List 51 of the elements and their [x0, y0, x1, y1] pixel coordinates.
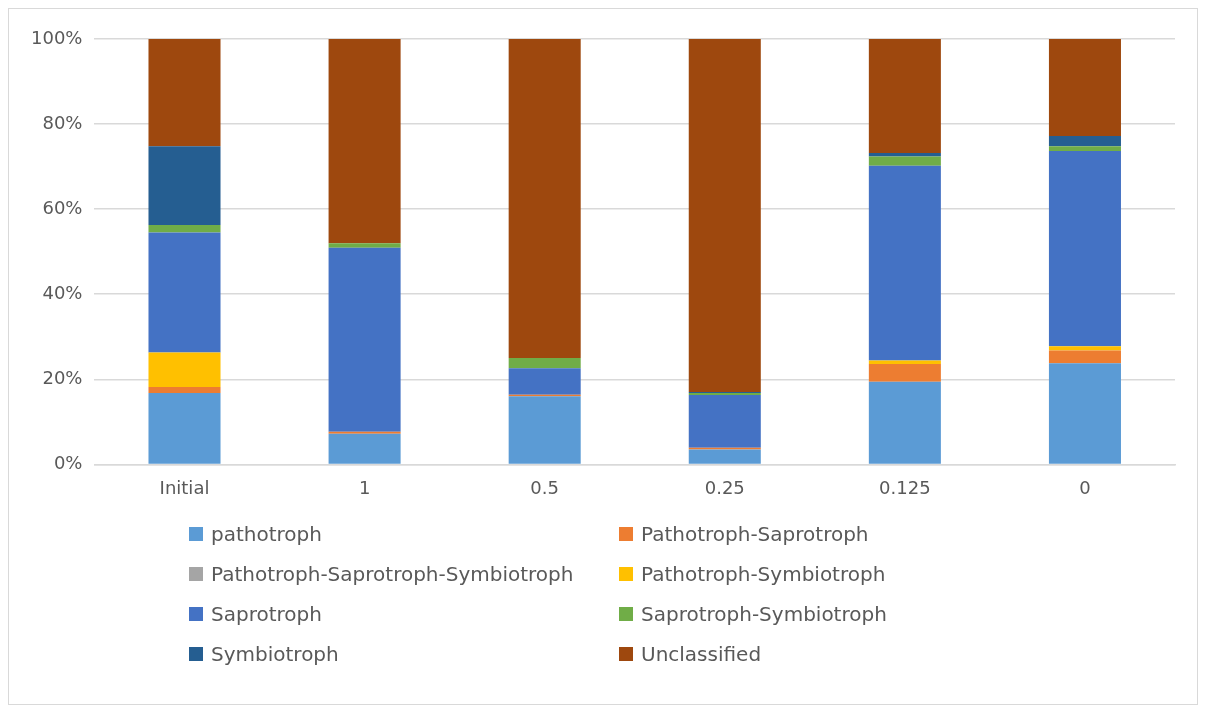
- bar: [1048, 350, 1121, 364]
- bar: [508, 358, 581, 369]
- x-tick-label: Initial: [159, 476, 210, 498]
- bar: [868, 381, 941, 464]
- bar: [148, 232, 221, 353]
- bar: [1048, 39, 1121, 136]
- bar: [688, 395, 761, 448]
- bar: [148, 224, 221, 233]
- bar: [688, 449, 761, 464]
- bar: [328, 431, 401, 434]
- y-tick-label: 20%: [42, 366, 83, 388]
- bar: [1048, 150, 1121, 347]
- bar: [508, 396, 581, 464]
- bar: [148, 39, 221, 147]
- legend-label: Pathotroph-Saprotroph-Symbiotroph: [211, 562, 574, 586]
- y-tick-label: 100%: [30, 26, 83, 48]
- bar: [148, 352, 221, 387]
- legend-label: Pathotroph-Symbiotroph: [641, 562, 886, 586]
- x-tick-label: 0: [1079, 476, 1091, 498]
- bar: [508, 39, 581, 359]
- bar: [328, 243, 401, 248]
- bar: [868, 165, 941, 361]
- bar: [148, 392, 221, 464]
- bar: [328, 433, 401, 464]
- bar: [1048, 135, 1121, 147]
- bar: [508, 368, 581, 395]
- bar: [868, 156, 941, 166]
- y-tick-label: 60%: [42, 196, 83, 218]
- y-tick-label: 80%: [42, 111, 83, 133]
- bar: [868, 39, 941, 154]
- bar: [1048, 363, 1121, 464]
- legend-label: Saprotroph-Symbiotroph: [641, 602, 887, 626]
- bar: [1048, 146, 1121, 151]
- bar: [868, 364, 941, 382]
- legend-label: Saprotroph: [211, 602, 322, 626]
- x-tick-label: 0.5: [530, 476, 560, 498]
- legend-label: Unclassified: [641, 642, 762, 666]
- x-tick-label: 0.125: [879, 476, 931, 498]
- bar: [1048, 346, 1121, 351]
- y-tick-label: 0%: [53, 452, 83, 474]
- legend-label: Symbiotroph: [211, 642, 339, 666]
- bar: [328, 39, 401, 244]
- bar: [328, 247, 401, 432]
- legend-label: pathotroph: [211, 522, 322, 546]
- y-tick-label: 40%: [42, 281, 83, 303]
- legend-label: Pathotroph-Saprotroph: [641, 522, 869, 546]
- bar: [688, 39, 761, 393]
- bar: [148, 146, 221, 225]
- bar: [148, 386, 221, 393]
- x-tick-label: 1: [358, 476, 371, 498]
- x-tick-label: 0.25: [704, 476, 745, 498]
